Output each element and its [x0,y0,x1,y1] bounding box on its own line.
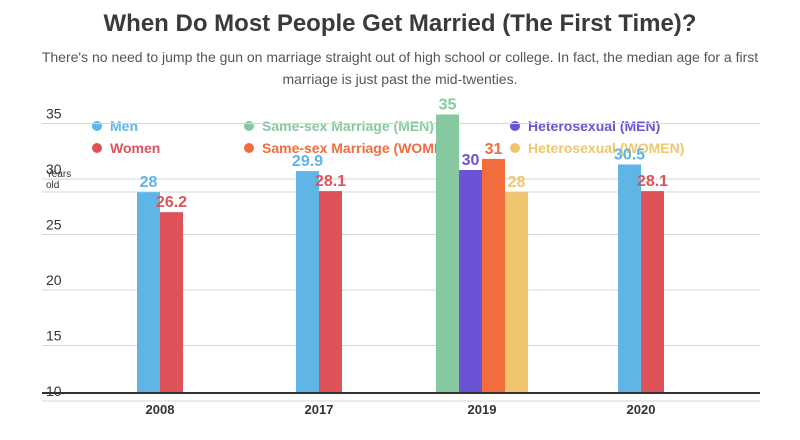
legend-label: Women [110,140,161,156]
bar-value-label: 26.2 [156,194,187,211]
bar [618,164,641,392]
y-tick-label: 20 [46,272,62,288]
legend-item-heterosexual-women: Heterosexual (WOMEN) [510,140,684,156]
legend-item-same-sex-men: Same-sex Marriage (MEN) [244,118,434,134]
legend-label: Same-sex Marriage (MEN) [262,118,434,134]
bar [459,170,482,392]
y-tick-label: 10 [46,383,62,399]
bar-value-label: 30 [462,152,480,169]
legend-item-men: Men [92,118,138,134]
x-tick-label: 2017 [305,402,334,417]
legend-item-heterosexual-men: Heterosexual (MEN) [510,118,660,134]
bar-value-label: 28.1 [637,173,668,190]
legend-label: Heterosexual (WOMEN) [528,140,685,156]
chart-subtitle: There's no need to jump the gun on marri… [41,49,759,87]
bar-value-label: 29.9 [292,153,323,170]
x-tick-label: 2019 [468,402,497,417]
x-tick-label: 2008 [146,402,175,417]
x-tick-label: 2020 [627,402,656,417]
y-tick-label: 25 [46,217,62,233]
bar-value-label: 28.1 [315,173,346,190]
legend-label: Same-sex Marriage (WOMEN) [262,140,459,156]
bar [319,191,342,392]
bar [296,171,319,392]
legend-item-same-sex-women: Same-sex Marriage (WOMEN) [244,140,458,156]
legend-swatch [92,143,102,153]
bar [482,158,505,392]
bar-value-label: 28 [508,174,526,191]
bar-value-label: 30.5 [614,146,645,163]
bar [505,192,528,392]
bar [160,212,183,392]
y-tick-label: 15 [46,328,62,344]
bar-value-label: 31 [485,141,503,158]
legend-swatch [510,143,520,153]
y-tick-label: 35 [46,106,62,122]
legend-swatch [510,121,520,131]
legend-item-women: Women [92,140,160,156]
legend-label: Heterosexual (MEN) [528,118,661,134]
chart-title: When Do Most People Get Married (The Fir… [103,10,697,37]
bar [137,192,160,392]
bar-value-label: 28 [140,174,158,191]
bar [436,114,459,392]
legend-swatch [244,143,254,153]
y-axis-unit-label: Years old [46,169,72,191]
bar-value-label: 35 [439,97,457,114]
legend-swatch [92,121,102,131]
legend-swatch [244,121,254,131]
legend-label: Men [110,118,138,134]
y-tick-label: 30 [46,161,62,177]
bar [641,191,664,392]
